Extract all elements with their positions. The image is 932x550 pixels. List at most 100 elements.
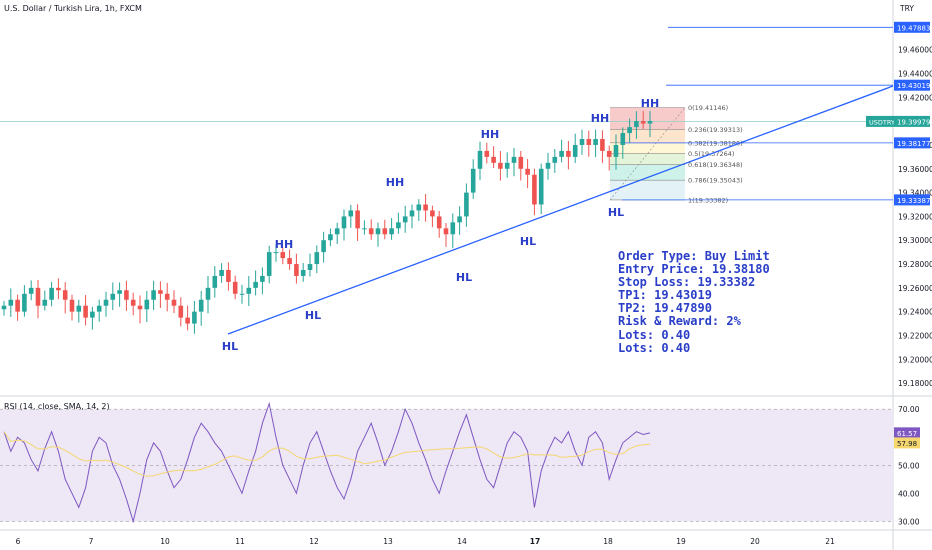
swing-label: HL [456, 271, 472, 284]
price-badge [894, 115, 930, 127]
candle-body [151, 290, 156, 300]
fib-level-label: 0.786(19.35043) [688, 177, 743, 185]
fib-level-label: 0.618(19.36348) [688, 161, 743, 169]
candle-body [389, 228, 394, 235]
candle-body [484, 150, 490, 157]
rsi-value-badge [894, 427, 920, 439]
swing-label: HL [222, 340, 238, 353]
candle-body [396, 222, 401, 229]
time-tick-label: 18 [603, 537, 613, 546]
price-tick-label: 19.34000 [898, 189, 932, 198]
candle-body [253, 281, 258, 288]
swing-label: HH [386, 176, 404, 189]
candle-body [103, 299, 109, 306]
fib-zone [610, 180, 685, 200]
candle-body [56, 287, 61, 291]
swing-label: HH [591, 112, 609, 125]
candle-body [28, 287, 34, 294]
candle-body [83, 305, 88, 318]
candle-body [185, 317, 190, 324]
candle-body [246, 287, 252, 294]
trade-lots-2: Lots: 0.40 [618, 340, 691, 355]
rsi-tick-label: 50.00 [898, 461, 920, 470]
rsi-title: RSI (14, close, SMA, 14, 2) [4, 402, 110, 411]
swing-label: HH [641, 97, 659, 110]
candle-body [76, 305, 82, 312]
price-badge [894, 137, 930, 149]
candle-body [42, 299, 48, 306]
candle-body [613, 144, 619, 157]
trade-tp2: TP2: 19.47890 [618, 301, 712, 316]
time-tick-label: 10 [160, 537, 170, 546]
candle-body [90, 311, 95, 318]
support-trendline [227, 85, 894, 335]
rsi-sma-badge [894, 437, 920, 449]
candle-body [198, 299, 204, 312]
fib-zone [610, 107, 685, 130]
symbol-tag-text: USDTRY [869, 118, 895, 126]
trade-rr: Risk & Reward: 2% [618, 314, 741, 329]
trade-info-box: Order Type: Buy Limit Entry Price: 19.38… [618, 249, 770, 355]
price-tick-label: 19.44000 [898, 70, 932, 79]
candle-body [348, 210, 354, 217]
rsi-value-text: 61.57 [897, 430, 917, 438]
fib-level-label: 0.382(19.38180) [688, 139, 743, 147]
rsi-sma-line [3, 431, 651, 477]
candle-body [566, 150, 571, 157]
candle-body [470, 168, 476, 193]
candle-body [368, 228, 374, 235]
candle-body [627, 127, 632, 134]
price-tick-label: 19.30000 [898, 236, 932, 245]
time-tick-label: 21 [825, 537, 835, 546]
candle-body [226, 269, 231, 282]
candle-body [321, 240, 326, 253]
candle-body [375, 228, 381, 235]
trade-lots: Lots: 0.40 [618, 327, 691, 342]
rsi-tick-label: 70.00 [898, 405, 920, 414]
fib-zone [610, 142, 685, 154]
candle-body [538, 168, 544, 205]
candle-body [572, 144, 578, 157]
time-tick-label: 11 [235, 537, 245, 546]
candle-body [192, 311, 197, 324]
candle-body [634, 121, 639, 128]
candle-body [8, 299, 14, 306]
candle-body [491, 156, 496, 163]
candle-body [239, 293, 245, 295]
candle-body [640, 121, 646, 124]
candle-body [552, 156, 558, 163]
candle-body [35, 287, 41, 306]
candle-body [300, 269, 306, 276]
price-tick-label: 19.32000 [898, 212, 932, 221]
time-tick-label: 14 [457, 537, 467, 546]
swing-label: HH [481, 128, 499, 141]
currency-label: TRY [899, 4, 914, 13]
trade-tp1: TP1: 19.43019 [618, 288, 712, 303]
chart-title: U.S. Dollar / Turkish Lira, 1h, FXCM [4, 4, 142, 13]
price-badge-text: 19.33387 [897, 197, 930, 205]
candle-body [423, 204, 428, 211]
time-tick-label: 13 [383, 537, 393, 546]
candle-body [96, 305, 102, 312]
candle-body [457, 216, 462, 223]
candle-body [430, 210, 435, 217]
price-tick-label: 19.46000 [898, 46, 932, 55]
price-tick-label: 19.18000 [898, 379, 932, 388]
candle-body [477, 150, 483, 169]
candle-body [409, 210, 415, 217]
candle-body [164, 293, 170, 300]
candle-body [171, 299, 177, 306]
fib-zone [610, 164, 685, 181]
candle-body [232, 281, 238, 294]
trade-entry: Entry Price: 19.38180 [618, 262, 770, 277]
candle-body [144, 299, 150, 310]
price-badge [894, 21, 930, 33]
fib-level-label: 0(19.41146) [688, 104, 728, 112]
time-tick-label: 17 [530, 537, 540, 546]
candle-body [273, 252, 279, 254]
rsi-tick-label: 30.00 [898, 517, 920, 526]
candle-body [606, 150, 612, 157]
price-tick-label: 19.26000 [898, 284, 932, 293]
candle-body [117, 290, 122, 294]
